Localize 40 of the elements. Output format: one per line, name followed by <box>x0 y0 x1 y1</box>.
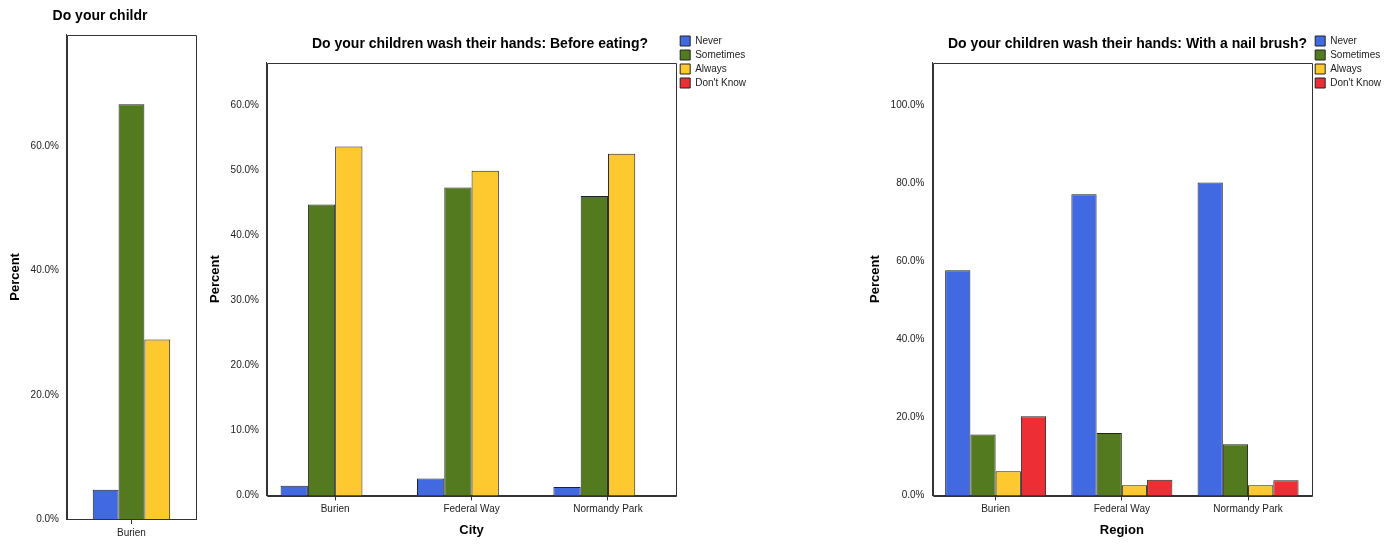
y-tick-label: 40.0% <box>230 229 260 241</box>
y-tick-label: 30.0% <box>230 294 260 306</box>
x-axis-title: City <box>459 521 485 537</box>
y-tick-label: 40.0% <box>896 333 925 345</box>
chart-title: Do your children wash their hands: With a nail brush? <box>947 35 1308 52</box>
y-tick-label: 100.0% <box>890 99 925 111</box>
x-tick-label: Normandy Park <box>1213 503 1284 515</box>
legend-label: Sometimes <box>695 48 746 60</box>
x-axis-title: Region <box>1099 521 1144 537</box>
y-tick-label: 20.0% <box>230 359 260 371</box>
y-tick-label: 40.0% <box>30 264 60 276</box>
y-tick-label: 0.0% <box>901 489 925 501</box>
y-tick-label: 20.0% <box>30 388 60 400</box>
chart-title: Do your childr <box>52 7 148 24</box>
legend-label: Don't Know <box>1330 76 1382 88</box>
x-tick-label: Burien <box>117 526 146 538</box>
y-tick-label: 50.0% <box>230 164 260 176</box>
x-tick-label: Federal Way <box>443 503 500 515</box>
x-tick-label: Normandy Park <box>573 503 644 515</box>
y-tick-label: 60.0% <box>30 140 60 152</box>
y-tick-label: 80.0% <box>896 177 925 189</box>
legend-label: Never <box>695 34 723 46</box>
legend-label: Sometimes <box>1330 48 1381 60</box>
legend-label: Always <box>1330 62 1362 74</box>
y-axis-title: Percent <box>207 254 223 303</box>
y-tick-label: 0.0% <box>236 489 260 501</box>
y-tick-label: 60.0% <box>896 255 925 267</box>
y-axis-title: Percent <box>867 254 883 303</box>
legend-label: Always <box>695 62 727 74</box>
legend-label: Never <box>1330 34 1358 46</box>
chart-title: Do your children wash their hands: Before eating? <box>311 35 649 52</box>
y-tick-label: 0.0% <box>36 512 60 524</box>
y-tick-label: 60.0% <box>230 99 260 111</box>
x-tick-label: Burien <box>981 503 1011 515</box>
legend-label: Don't Know <box>695 76 747 88</box>
x-tick-label: Federal Way <box>1093 503 1151 515</box>
x-tick-label: Burien <box>320 503 350 515</box>
y-tick-label: 20.0% <box>896 411 925 423</box>
y-axis-title: Percent <box>7 252 23 301</box>
y-tick-label: 10.0% <box>230 424 260 436</box>
